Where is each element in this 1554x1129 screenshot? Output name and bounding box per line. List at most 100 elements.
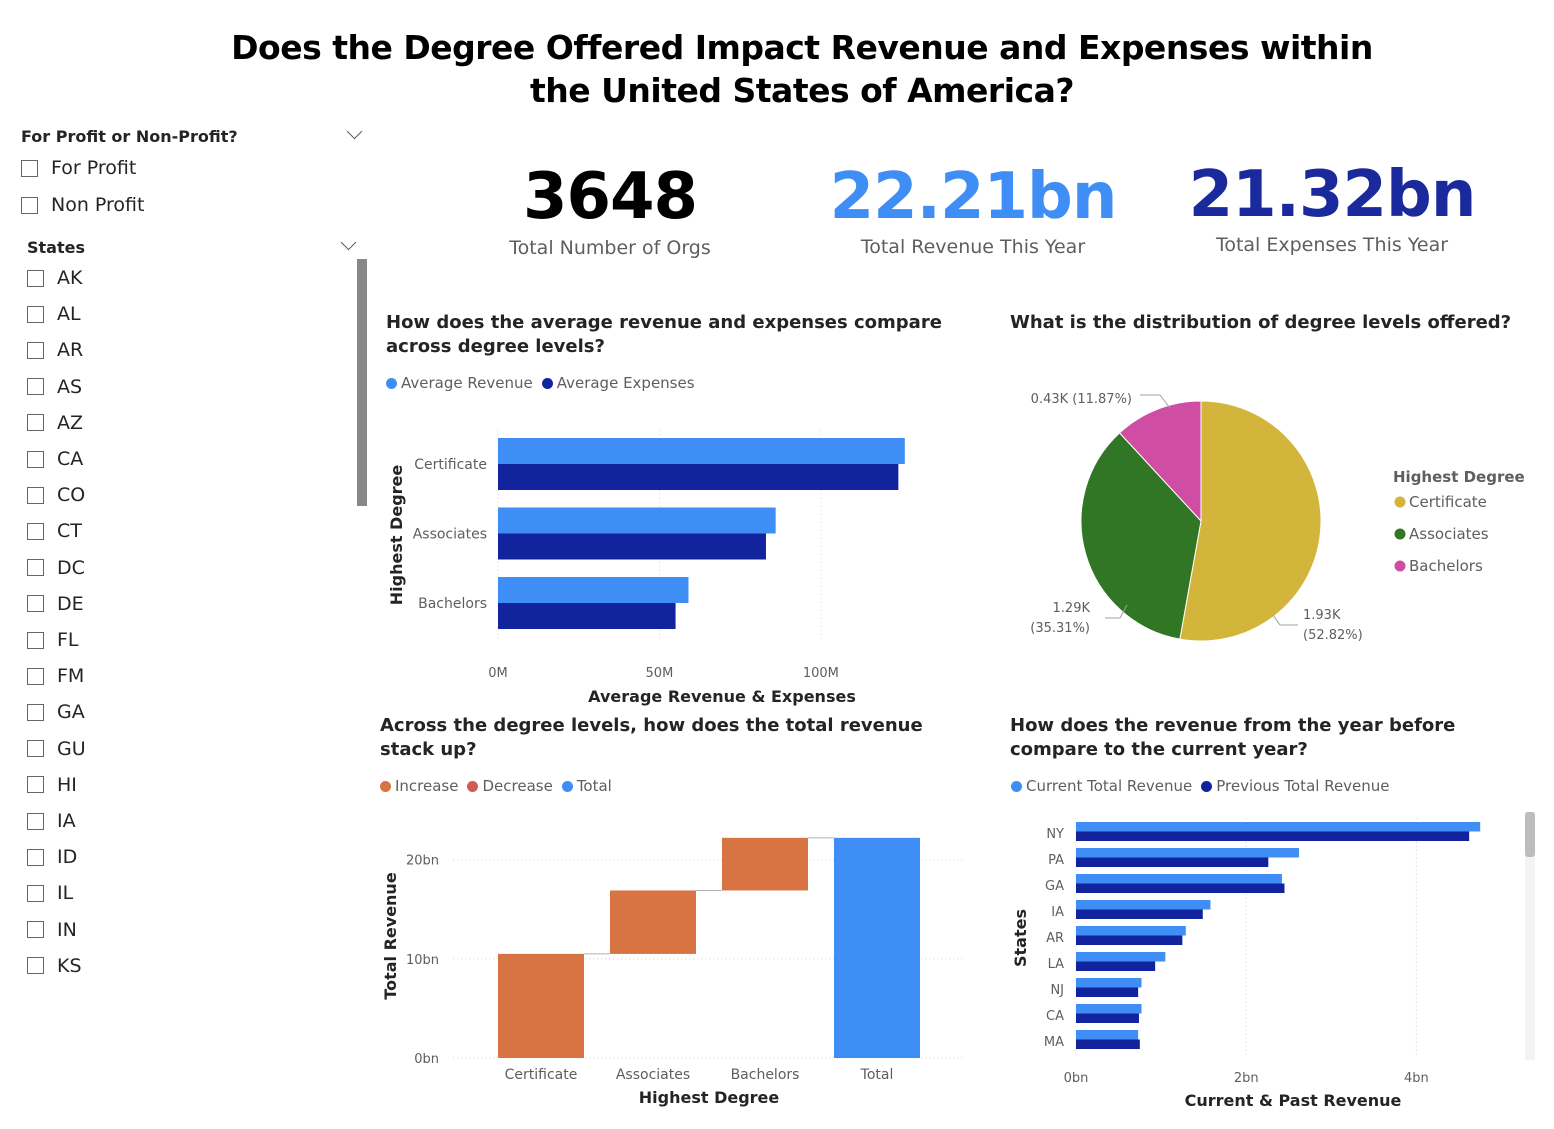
- legend-label: Total: [576, 777, 612, 795]
- state-chart-legend: Current Total Revenue Previous Total Rev…: [1011, 777, 1399, 795]
- pie-label-leader-line: [1140, 394, 1171, 409]
- checkbox-icon[interactable]: [27, 305, 44, 323]
- y-tick-label: MA: [1044, 1035, 1064, 1050]
- x-tick-label: 100M: [803, 666, 839, 681]
- checkbox-icon[interactable]: [27, 631, 44, 649]
- state-option-as[interactable]: AS: [27, 376, 82, 398]
- states-slicer-chevron-down-icon[interactable]: [340, 234, 357, 251]
- option-label: CT: [57, 520, 82, 543]
- legend-item[interactable]: Increase: [380, 777, 458, 795]
- option-label: IL: [57, 882, 74, 905]
- legend-dot-icon: [380, 780, 391, 792]
- profit-option-for-profit[interactable]: For Profit: [21, 157, 136, 179]
- state-option-ar[interactable]: AR: [27, 339, 83, 361]
- option-label: AZ: [57, 411, 84, 434]
- state-chart-scrollbar-track[interactable]: [1525, 812, 1535, 1060]
- bar-bachelors-expenses: [498, 603, 676, 629]
- states-scrollbar-thumb[interactable]: [357, 259, 367, 506]
- checkbox-icon[interactable]: [27, 269, 44, 287]
- checkbox-icon[interactable]: [27, 486, 44, 504]
- checkbox-icon[interactable]: [27, 341, 44, 359]
- state-option-il[interactable]: IL: [27, 882, 73, 904]
- checkbox-icon[interactable]: [27, 921, 44, 939]
- waterfall-bar-associates: [610, 890, 696, 954]
- pie-legend-dot-icon: [1394, 496, 1406, 508]
- checkbox-icon[interactable]: [27, 414, 44, 432]
- bar-ar-previous: [1076, 935, 1183, 945]
- checkbox-icon[interactable]: [27, 957, 44, 975]
- legend-label: Current Total Revenue: [1026, 777, 1193, 795]
- bar-ny-current: [1076, 822, 1481, 832]
- checkbox-icon[interactable]: [27, 812, 44, 830]
- state-option-de[interactable]: DE: [27, 593, 84, 615]
- bar-la-previous: [1076, 961, 1156, 971]
- state-option-hi[interactable]: HI: [27, 774, 77, 796]
- legend-dot-icon: [541, 377, 553, 389]
- state-chart-scrollbar-thumb[interactable]: [1525, 812, 1535, 857]
- checkbox-icon[interactable]: [27, 378, 44, 396]
- legend-label: Average Revenue: [401, 374, 533, 392]
- legend-item[interactable]: Total: [561, 777, 612, 795]
- y-axis-title: States: [1011, 909, 1030, 967]
- bar-certificate-revenue: [498, 438, 905, 464]
- kpi-total-expenses-label: Total Expenses This Year: [1215, 234, 1449, 256]
- state-option-ia[interactable]: IA: [27, 810, 76, 832]
- x-axis-title: Average Revenue & Expenses: [588, 687, 856, 706]
- option-label: IN: [57, 918, 77, 941]
- state-option-al[interactable]: AL: [27, 303, 81, 325]
- states-slicer-title: States: [27, 238, 85, 257]
- checkbox-icon[interactable]: [27, 450, 44, 468]
- y-tick-label: LA: [1048, 957, 1065, 972]
- pie-legend-dot-icon: [1394, 528, 1406, 540]
- legend-item[interactable]: Current Total Revenue: [1011, 777, 1192, 795]
- bar-ga-previous: [1076, 883, 1285, 893]
- state-option-ct[interactable]: CT: [27, 520, 82, 542]
- y-tick-label: NY: [1046, 827, 1064, 842]
- state-option-dc[interactable]: DC: [27, 557, 85, 579]
- state-option-id[interactable]: ID: [27, 846, 77, 868]
- checkbox-icon[interactable]: [27, 703, 44, 721]
- pie-data-label-percent: (52.82%): [1303, 628, 1363, 643]
- bar-nj-current: [1076, 978, 1142, 988]
- legend-dot-icon: [386, 377, 397, 389]
- y-tick-label: AR: [1046, 931, 1064, 946]
- pie-data-label-percent: (35.31%): [1030, 621, 1090, 636]
- checkbox-icon[interactable]: [27, 776, 44, 794]
- profit-slicer-chevron-down-icon[interactable]: [346, 123, 363, 140]
- state-option-ks[interactable]: KS: [27, 955, 82, 977]
- checkbox-icon[interactable]: [27, 559, 44, 577]
- legend-item[interactable]: Average Revenue: [386, 374, 533, 392]
- checkbox-icon[interactable]: [27, 848, 44, 866]
- state-option-ak[interactable]: AK: [27, 267, 82, 289]
- bar-associates-revenue: [498, 507, 776, 534]
- legend-item[interactable]: Previous Total Revenue: [1201, 777, 1390, 795]
- profit-option-non-profit[interactable]: Non Profit: [21, 194, 144, 216]
- checkbox-icon[interactable]: [27, 884, 44, 902]
- state-option-ga[interactable]: GA: [27, 701, 85, 723]
- state-option-co[interactable]: CO: [27, 484, 85, 506]
- checkbox-icon[interactable]: [27, 595, 44, 613]
- pie-chart-title: What is the distribution of degree level…: [1010, 312, 1512, 333]
- bar-ar-current: [1076, 926, 1186, 936]
- waterfall-chart-title: Across the degree levels, how does the t…: [380, 715, 923, 760]
- legend-label: Previous Total Revenue: [1216, 777, 1390, 795]
- state-option-fl[interactable]: FL: [27, 629, 79, 651]
- legend-item[interactable]: Average Expenses: [541, 374, 695, 392]
- state-option-gu[interactable]: GU: [27, 738, 86, 760]
- state-option-fm[interactable]: FM: [27, 665, 84, 687]
- pie-label-leader-line: [1272, 614, 1298, 626]
- y-tick-label: CA: [1046, 1009, 1064, 1024]
- checkbox-icon[interactable]: [27, 667, 44, 685]
- pie-data-label: 0.43K (11.87%): [1031, 392, 1132, 407]
- state-option-ca[interactable]: CA: [27, 448, 83, 470]
- checkbox-icon[interactable]: [21, 196, 38, 214]
- bar-ca-current: [1076, 1004, 1142, 1014]
- kpi-total-orgs-label: Total Number of Orgs: [509, 237, 711, 259]
- state-option-in[interactable]: IN: [27, 919, 77, 941]
- state-option-az[interactable]: AZ: [27, 412, 83, 434]
- option-label: FL: [57, 629, 79, 651]
- checkbox-icon[interactable]: [27, 522, 44, 540]
- checkbox-icon[interactable]: [27, 740, 44, 758]
- checkbox-icon[interactable]: [21, 159, 38, 177]
- legend-item[interactable]: Decrease: [467, 777, 553, 795]
